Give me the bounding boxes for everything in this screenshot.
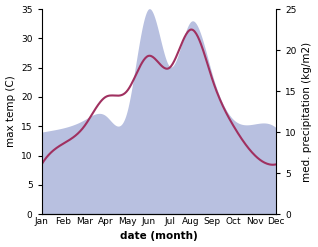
Y-axis label: max temp (C): max temp (C): [5, 76, 16, 147]
X-axis label: date (month): date (month): [120, 231, 198, 242]
Y-axis label: med. precipitation (kg/m2): med. precipitation (kg/m2): [302, 41, 313, 182]
